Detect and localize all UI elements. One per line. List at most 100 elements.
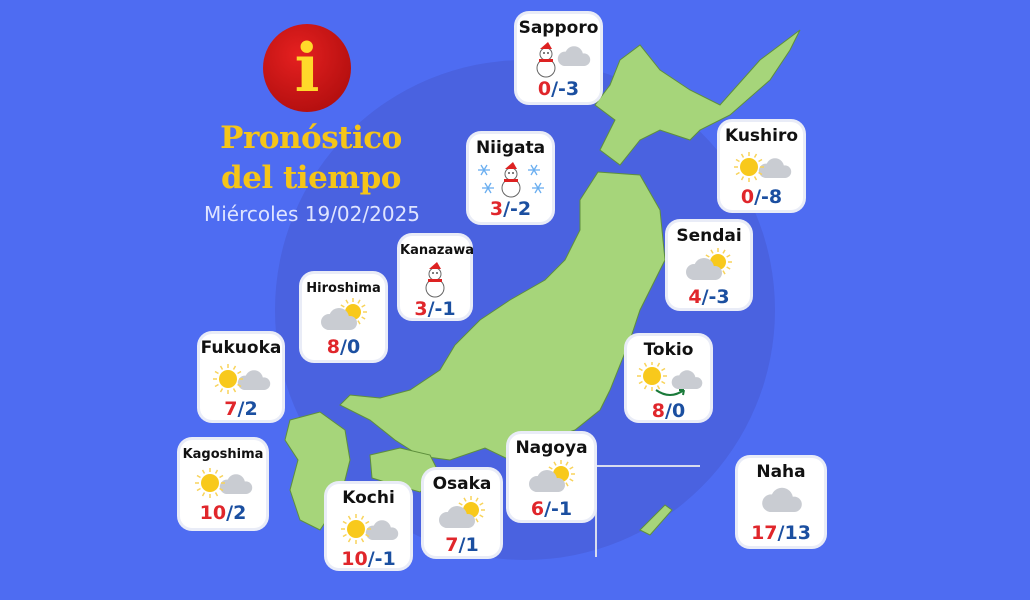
title-line-1: Pronóstico <box>220 120 402 156</box>
city-card-kagoshima: Kagoshima 10/2 <box>180 440 266 528</box>
min-temp: 2 <box>233 502 247 524</box>
max-temp: 17 <box>751 522 778 544</box>
cloud-sun-icon <box>686 248 732 280</box>
temp-separator: / <box>754 186 762 208</box>
title-line-2: del tiempo <box>221 160 401 196</box>
temperature: 0/-3 <box>517 78 600 100</box>
city-card-hiroshima: Hiroshima 8/0 <box>302 274 385 360</box>
temp-separator: / <box>367 548 375 570</box>
temp-separator: / <box>503 198 511 220</box>
max-temp: 7 <box>445 534 459 556</box>
sun-cloud-icon <box>213 364 271 394</box>
cloud-icon <box>762 487 802 512</box>
min-temp: 0 <box>346 336 361 358</box>
inset-divider-horizontal <box>596 465 700 467</box>
sun-to-cloud-icon <box>636 362 702 396</box>
city-card-nagoya: Nagoya 6/-1 <box>509 434 594 520</box>
city-card-sapporo: Sapporo 0/-3 <box>517 14 600 102</box>
max-temp: 10 <box>341 548 368 570</box>
max-temp: 0 <box>740 186 755 208</box>
city-name: Kagoshima <box>182 447 264 462</box>
city-card-niigata: Niigata 3/-2 <box>469 134 552 222</box>
sun-cloud-icon <box>733 152 791 182</box>
city-card-tokio: Tokio 8/0 <box>627 336 710 422</box>
min-temp: -1 <box>374 548 396 570</box>
cloud-sun-icon <box>528 460 575 492</box>
city-card-sendai: Sendai 4/-3 <box>668 222 750 308</box>
sun-cloud-icon <box>195 468 253 498</box>
temp-separator: / <box>237 398 245 420</box>
max-temp: 0 <box>537 78 552 100</box>
min-temp: 13 <box>784 522 811 544</box>
logo-letter: i <box>294 29 320 107</box>
city-name: Fukuoka <box>200 338 282 358</box>
temp-separator: / <box>340 336 347 358</box>
temperature: 6/-1 <box>509 498 594 520</box>
cloud-sun-icon <box>320 298 367 330</box>
city-name: Osaka <box>432 474 492 494</box>
temperature: 7/1 <box>424 534 500 556</box>
page-title: Pronóstico del tiempo <box>196 118 426 198</box>
city-card-fukuoka: Fukuoka 7/2 <box>200 334 282 420</box>
snowman-snowflakes-icon <box>477 162 544 198</box>
temp-separator: / <box>665 400 672 422</box>
min-temp: -1 <box>551 498 573 520</box>
max-temp: 6 <box>530 498 545 520</box>
city-card-kochi: Kochi 10/-1 <box>327 484 410 570</box>
temperature: 10/2 <box>180 502 266 524</box>
min-temp: -3 <box>708 286 730 308</box>
city-name: Naha <box>756 462 806 482</box>
temperature: 4/-3 <box>668 286 750 308</box>
inset-divider-vertical <box>595 465 597 557</box>
max-temp: 8 <box>326 336 341 358</box>
min-temp: 1 <box>465 534 479 556</box>
city-name: Kushiro <box>724 126 799 146</box>
temp-separator: / <box>777 522 785 544</box>
min-temp: 2 <box>244 398 258 420</box>
city-name: Tokio <box>643 340 694 360</box>
temperature: 0/-8 <box>720 186 803 208</box>
min-temp: 0 <box>671 400 686 422</box>
temp-separator: / <box>427 298 435 320</box>
city-card-osaka: Osaka 7/1 <box>424 470 500 556</box>
sun-cloud-icon <box>340 514 398 544</box>
max-temp: 10 <box>199 502 227 524</box>
okinawa-islands <box>639 504 673 536</box>
forecast-date: Miércoles 19/02/2025 <box>203 202 421 226</box>
info-logo-icon: i <box>263 24 351 112</box>
temp-separator: / <box>701 286 709 308</box>
city-name: Niigata <box>475 138 546 158</box>
city-card-kushiro: Kushiro 0/-8 <box>720 122 803 210</box>
min-temp: -2 <box>510 198 532 220</box>
city-name: Sendai <box>676 226 742 246</box>
temperature: 10/-1 <box>327 548 410 570</box>
city-name: Sapporo <box>518 18 599 38</box>
max-temp: 8 <box>651 400 666 422</box>
temperature: 3/-1 <box>400 298 470 320</box>
min-temp: -1 <box>434 298 456 320</box>
min-temp: -3 <box>558 78 580 100</box>
city-name: Kanazawa <box>400 243 474 258</box>
city-name: Kochi <box>342 488 395 508</box>
temperature: 7/2 <box>200 398 282 420</box>
max-temp: 3 <box>489 198 504 220</box>
temp-separator: / <box>551 78 559 100</box>
city-card-naha: Naha 17/13 <box>738 458 824 546</box>
max-temp: 4 <box>688 286 702 308</box>
max-temp: 7 <box>224 398 238 420</box>
min-temp: -8 <box>761 186 783 208</box>
hokkaido <box>594 29 801 166</box>
temperature: 17/13 <box>738 522 824 544</box>
snowman-cloud-icon <box>536 42 590 78</box>
city-card-kanazawa: Kanazawa 3/-1 <box>400 236 474 320</box>
temperature: 8/0 <box>627 400 710 422</box>
temp-separator: / <box>544 498 552 520</box>
temp-separator: / <box>458 534 466 556</box>
city-name: Hiroshima <box>306 281 381 296</box>
max-temp: 3 <box>414 298 428 320</box>
temperature: 8/0 <box>302 336 385 358</box>
city-name: Nagoya <box>515 438 588 458</box>
cloud-sun-icon <box>439 496 485 528</box>
